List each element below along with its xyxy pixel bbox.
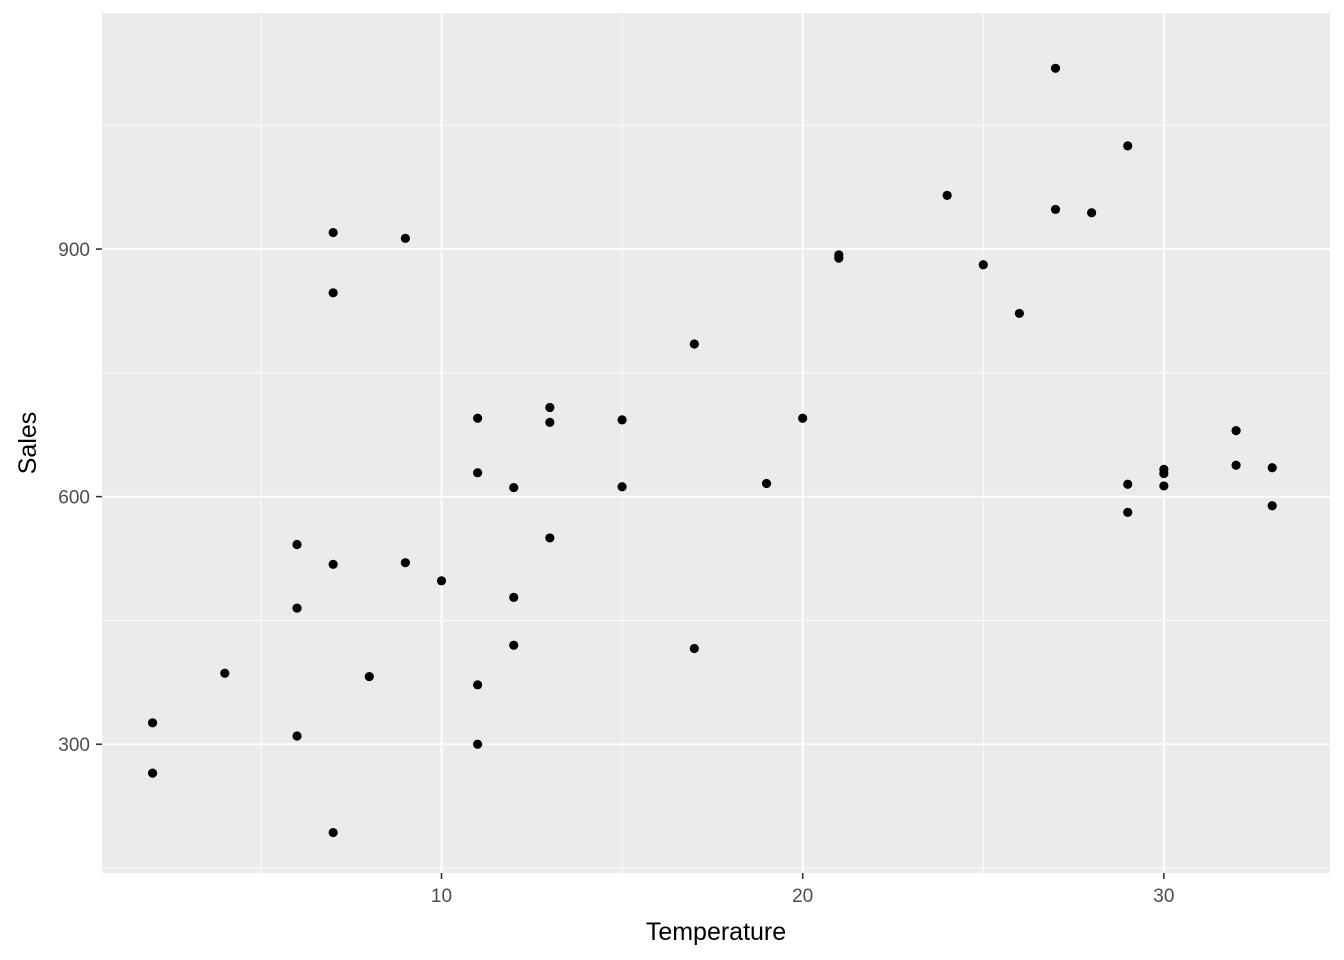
data-point xyxy=(400,558,410,568)
data-point xyxy=(473,680,483,690)
data-point xyxy=(220,668,230,678)
data-point xyxy=(473,468,483,478)
data-point xyxy=(1014,308,1024,319)
data-point xyxy=(1050,63,1061,73)
data-point xyxy=(1050,204,1061,215)
data-point xyxy=(473,739,483,749)
x-axis-ticks: 10 20 30 xyxy=(431,873,1174,907)
x-tick-label: 10 xyxy=(431,886,452,907)
data-point xyxy=(328,288,338,298)
data-point xyxy=(689,339,699,349)
data-point xyxy=(1123,141,1133,151)
data-point xyxy=(436,576,447,586)
data-point xyxy=(545,417,555,427)
data-point xyxy=(545,402,555,413)
data-point xyxy=(1123,479,1133,489)
data-point xyxy=(942,190,952,200)
data-point xyxy=(292,731,302,741)
data-point xyxy=(147,768,158,778)
data-point xyxy=(1159,481,1169,491)
y-tick-label: 300 xyxy=(58,735,90,756)
data-point xyxy=(292,603,302,613)
data-point xyxy=(798,413,808,423)
data-point xyxy=(617,482,627,492)
data-point xyxy=(1267,463,1277,473)
data-point xyxy=(328,827,338,838)
data-point xyxy=(400,233,410,243)
x-tick-label: 20 xyxy=(792,886,813,907)
data-point xyxy=(978,260,988,270)
data-point xyxy=(1267,501,1277,511)
data-point xyxy=(364,671,374,682)
data-point xyxy=(1087,208,1097,218)
minor-gridlines xyxy=(102,13,1330,873)
plot-panel xyxy=(102,13,1330,873)
y-axis-title: Sales xyxy=(14,412,42,475)
data-point xyxy=(509,592,519,602)
data-point xyxy=(1231,426,1241,436)
data-points xyxy=(147,63,1277,838)
data-point xyxy=(545,533,555,543)
data-point xyxy=(292,539,302,550)
data-point xyxy=(509,482,519,493)
data-point xyxy=(328,559,338,569)
data-point xyxy=(328,227,338,238)
x-axis-title: Temperature xyxy=(646,918,786,946)
data-point xyxy=(689,643,699,654)
data-point xyxy=(509,640,519,650)
data-point xyxy=(473,413,483,423)
data-point xyxy=(1231,460,1241,470)
major-gridlines xyxy=(102,13,1330,873)
y-tick-label: 900 xyxy=(58,240,90,261)
data-point xyxy=(617,415,627,425)
y-axis-ticks: 300 600 900 xyxy=(58,240,102,756)
data-point xyxy=(147,718,158,728)
data-point xyxy=(1159,468,1169,479)
x-tick-label: 30 xyxy=(1153,886,1174,907)
data-point xyxy=(1123,507,1133,517)
data-point xyxy=(834,253,844,263)
y-tick-label: 600 xyxy=(58,488,90,509)
data-point xyxy=(761,478,772,489)
